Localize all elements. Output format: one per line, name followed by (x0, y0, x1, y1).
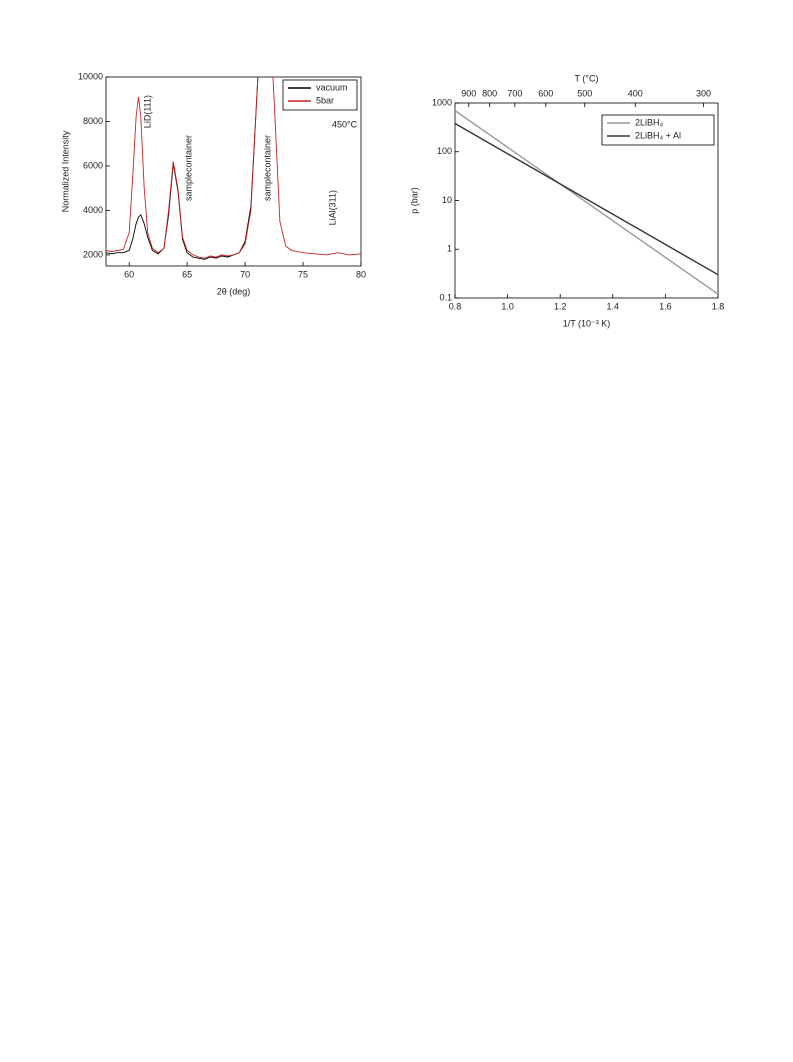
plot-lines (106, 77, 361, 260)
legend-label: vacuum (316, 82, 348, 92)
x2-tick-label: 700 (507, 88, 522, 98)
annotation: samplecontainer (183, 135, 193, 201)
y-tick-label: 1 (447, 244, 452, 254)
annotation: 450°C (332, 119, 358, 129)
legend-box (282, 79, 358, 111)
series-line (106, 77, 361, 259)
x2-tick-label: 900 (461, 88, 476, 98)
series-line (455, 122, 718, 276)
annotation: LiD(111) (142, 95, 152, 128)
x2-tick-label: 300 (696, 88, 711, 98)
x-tick-label: 0.8 (449, 301, 462, 311)
series-line (455, 110, 718, 295)
y-tick-label: 0.1 (439, 292, 452, 302)
x-tick-label: 1.0 (501, 301, 514, 311)
x-axis-label: 1/T (10⁻³ K) (563, 318, 611, 328)
legend-box (601, 114, 715, 146)
plot-lines (455, 110, 718, 295)
y-tick-label: 10000 (78, 71, 103, 81)
y-axis-label: Normalized Intensity (60, 130, 70, 212)
y-tick-label: 10 (442, 195, 452, 205)
y-tick-label: 8000 (83, 116, 103, 126)
x-tick-label: 1.4 (607, 301, 620, 311)
x2-axis-label: T (°C) (575, 73, 599, 83)
legend-label: 2LiBH₄ (635, 117, 664, 127)
y-tick-label: 6000 (83, 160, 103, 170)
x2-tick-label: 500 (577, 88, 592, 98)
y-axis-label: p (bar) (409, 187, 419, 214)
y-tick-label: 2000 (83, 249, 103, 259)
x-tick-label: 65 (182, 269, 192, 279)
legend-label: 5bar (316, 95, 334, 105)
x-tick-label: 1.6 (659, 301, 672, 311)
annotation: samplecontainer (262, 135, 272, 201)
x-tick-label: 1.8 (712, 301, 725, 311)
y-tick-label: 1000 (432, 97, 452, 107)
x-tick-label: 1.2 (554, 301, 567, 311)
x-tick-label: 60 (124, 269, 134, 279)
x-tick-label: 70 (240, 269, 250, 279)
x2-tick-label: 400 (628, 88, 643, 98)
x-tick-label: 80 (356, 269, 366, 279)
x2-tick-label: 800 (482, 88, 497, 98)
legend-label: 2LiBH₄ + Al (635, 130, 681, 140)
x-tick-label: 75 (298, 269, 308, 279)
x-axis-label: 2θ (deg) (217, 286, 251, 296)
plot-frame (105, 76, 362, 267)
x2-tick-label: 600 (538, 88, 553, 98)
y-tick-label: 100 (437, 146, 452, 156)
y-tick-label: 4000 (83, 205, 103, 215)
annotation: LiAl(311) (327, 190, 337, 225)
